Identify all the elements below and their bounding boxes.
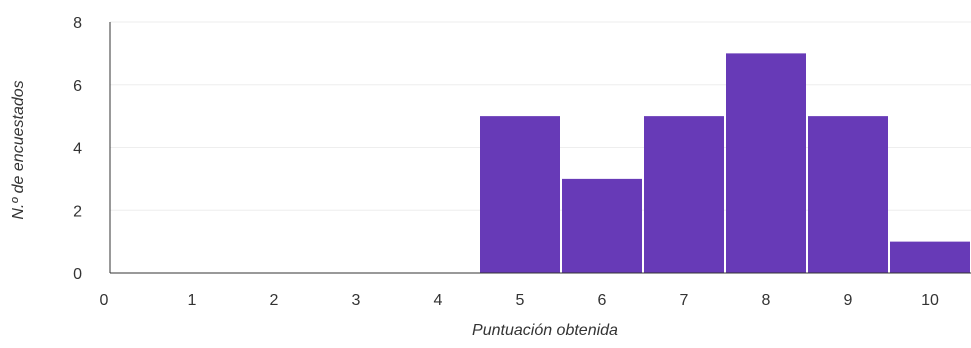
y-tick-labels: 0 2 4 6 8 xyxy=(73,15,82,283)
x-tick-label-3: 3 xyxy=(352,292,361,309)
x-tick-label-0: 0 xyxy=(100,292,109,309)
y-tick-label-2: 2 xyxy=(73,203,82,220)
x-tick-label-2: 2 xyxy=(270,292,279,309)
bar-10[interactable] xyxy=(890,241,970,273)
bar-5[interactable] xyxy=(480,116,560,273)
y-tick-label-4: 4 xyxy=(73,141,82,158)
y-tick-label-0: 0 xyxy=(73,266,82,283)
bar-8[interactable] xyxy=(726,53,806,273)
axes xyxy=(109,22,971,274)
x-tick-labels: 0 1 2 3 4 5 6 7 8 9 10 xyxy=(100,292,939,309)
x-tick-label-4: 4 xyxy=(434,292,443,309)
x-tick-label-7: 7 xyxy=(680,292,689,309)
bars xyxy=(480,53,970,273)
x-tick-label-6: 6 xyxy=(598,292,607,309)
x-tick-label-5: 5 xyxy=(516,292,525,309)
x-tick-label-10: 10 xyxy=(921,292,939,309)
x-tick-label-8: 8 xyxy=(762,292,771,309)
bar-9[interactable] xyxy=(808,116,888,273)
x-axis-title: Puntuación obtenida xyxy=(472,322,618,339)
bar-6[interactable] xyxy=(562,178,642,273)
y-axis-title: N.º de encuestados xyxy=(10,80,27,219)
bar-7[interactable] xyxy=(644,116,724,273)
x-tick-label-1: 1 xyxy=(188,292,197,309)
y-tick-label-6: 6 xyxy=(73,78,82,95)
y-tick-label-8: 8 xyxy=(73,15,82,32)
x-tick-label-9: 9 xyxy=(844,292,853,309)
